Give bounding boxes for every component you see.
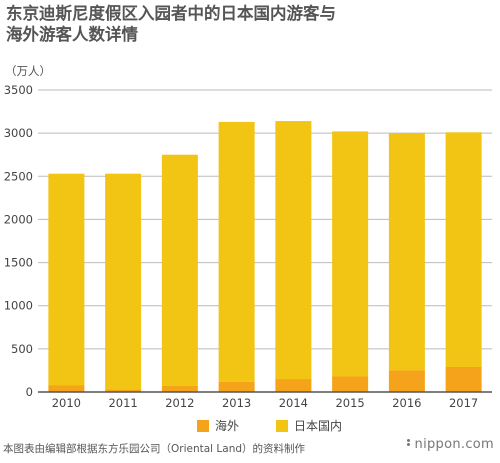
bar-domestic-2015 xyxy=(332,131,369,377)
y-axis-unit: （万人） xyxy=(5,64,51,78)
bar-overseas-2013 xyxy=(218,381,255,392)
x-tick-label-2013: 2013 xyxy=(222,396,251,410)
legend-item-domestic: 日本国内 xyxy=(276,417,342,434)
y-tick-label-1000: 1000 xyxy=(4,299,33,313)
bar-overseas-2016 xyxy=(388,370,425,392)
chart-title-line-2: 海外游客人数详情 xyxy=(6,25,138,44)
legend-item-overseas: 海外 xyxy=(197,417,239,434)
x-tick-label-2012: 2012 xyxy=(165,396,194,410)
source-note: 本图表由编辑部根据东方乐园公司（Oriental Land）的资料制作 xyxy=(3,443,306,455)
x-tick-label-2014: 2014 xyxy=(279,396,308,410)
x-tick-label-2011: 2011 xyxy=(108,396,137,410)
x-tick-label-2016: 2016 xyxy=(392,396,421,410)
nippon-logo: nippon.com xyxy=(406,437,494,452)
y-tick-label-500: 500 xyxy=(11,342,33,356)
chart-title: 东京迪斯尼度假区入园者中的日本国内游客与 海外游客人数详情 xyxy=(6,3,496,45)
bar-domestic-2012 xyxy=(161,154,198,386)
bar-domestic-2017 xyxy=(445,132,482,367)
y-tick-label-3000: 3000 xyxy=(4,126,33,140)
y-tick-label-3500: 3500 xyxy=(4,83,33,97)
bar-domestic-2010 xyxy=(48,173,85,386)
logo-dots-icon xyxy=(406,438,412,447)
bar-domestic-2013 xyxy=(218,121,255,382)
chart-title-line-1: 东京迪斯尼度假区入园者中的日本国内游客与 xyxy=(6,4,336,23)
x-tick-label-2010: 2010 xyxy=(52,396,81,410)
y-tick-label-2000: 2000 xyxy=(4,212,33,226)
y-tick-label-2500: 2500 xyxy=(4,169,33,183)
bar-domestic-2016 xyxy=(388,133,425,371)
bar-overseas-2010 xyxy=(48,385,85,392)
bar-overseas-2015 xyxy=(332,376,369,392)
legend-swatch-domestic xyxy=(276,420,288,432)
y-tick-label-0: 0 xyxy=(26,385,33,399)
x-tick-label-2015: 2015 xyxy=(335,396,364,410)
bar-overseas-2017 xyxy=(445,366,482,392)
x-tick-label-2017: 2017 xyxy=(449,396,478,410)
bar-overseas-2014 xyxy=(275,379,312,392)
bar-domestic-2014 xyxy=(275,121,312,380)
bar-domestic-2011 xyxy=(105,173,142,390)
bar-overseas-2011 xyxy=(105,389,142,392)
legend-label-overseas: 海外 xyxy=(215,419,240,433)
bar-overseas-2012 xyxy=(161,385,198,392)
legend-label-domestic: 日本国内 xyxy=(294,419,343,433)
logo-text: nippon.com xyxy=(414,437,494,452)
y-tick-label-1500: 1500 xyxy=(4,256,33,270)
legend-swatch-overseas xyxy=(197,420,209,432)
